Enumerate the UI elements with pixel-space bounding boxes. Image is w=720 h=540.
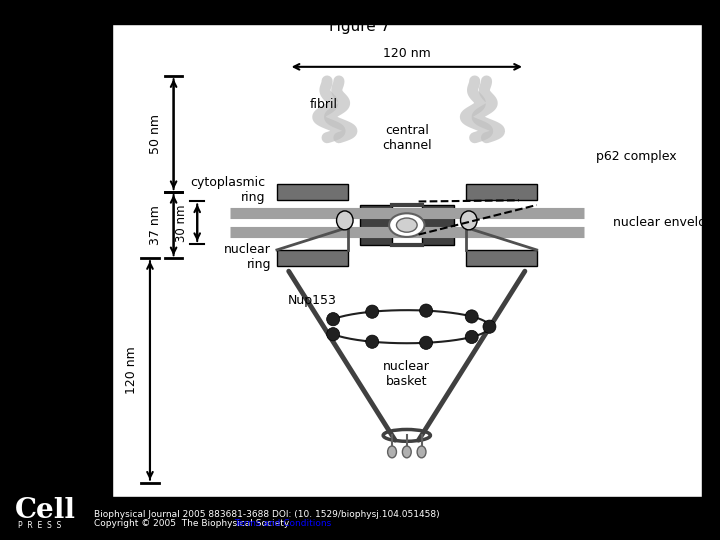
Ellipse shape xyxy=(366,305,379,318)
Ellipse shape xyxy=(420,336,433,349)
Ellipse shape xyxy=(420,304,433,317)
Text: p62 complex: p62 complex xyxy=(595,150,676,163)
Text: 120 nm: 120 nm xyxy=(383,47,431,60)
Text: central
channel: central channel xyxy=(382,124,431,152)
Ellipse shape xyxy=(397,218,417,232)
FancyBboxPatch shape xyxy=(421,205,454,245)
Ellipse shape xyxy=(417,446,426,458)
Ellipse shape xyxy=(402,446,411,458)
Text: Nup153: Nup153 xyxy=(288,294,337,307)
Text: Cell: Cell xyxy=(14,497,76,524)
Text: nuclear envelope: nuclear envelope xyxy=(613,216,720,229)
Text: nuclear
basket: nuclear basket xyxy=(383,360,431,388)
Bar xyxy=(466,250,536,266)
Ellipse shape xyxy=(389,213,425,237)
Bar xyxy=(277,184,348,200)
Text: P  R  E  S  S: P R E S S xyxy=(18,522,61,530)
Text: 37 nm: 37 nm xyxy=(149,205,162,245)
Ellipse shape xyxy=(327,328,340,341)
Ellipse shape xyxy=(327,313,340,326)
Ellipse shape xyxy=(465,330,478,343)
Text: Figure 7: Figure 7 xyxy=(329,19,391,34)
Text: fibril: fibril xyxy=(310,98,338,111)
Ellipse shape xyxy=(461,211,477,230)
Text: 30 nm: 30 nm xyxy=(176,204,189,241)
Text: Copyright © 2005  The Biophysical Society: Copyright © 2005 The Biophysical Society xyxy=(94,519,294,528)
Ellipse shape xyxy=(387,446,397,458)
Ellipse shape xyxy=(336,211,353,230)
Bar xyxy=(466,184,536,200)
FancyBboxPatch shape xyxy=(359,205,392,245)
Ellipse shape xyxy=(366,335,379,348)
Text: nuclear
ring: nuclear ring xyxy=(224,243,271,271)
Text: 120 nm: 120 nm xyxy=(125,347,138,394)
Text: Biophysical Journal 2005 883681-3688 DOI: (10. 1529/biophysj.104.051458): Biophysical Journal 2005 883681-3688 DOI… xyxy=(94,510,439,518)
Text: cytoplasmic
ring: cytoplasmic ring xyxy=(190,176,265,204)
Text: 50 nm: 50 nm xyxy=(149,114,162,154)
Bar xyxy=(277,250,348,266)
Ellipse shape xyxy=(465,310,478,323)
Text: Terms and Conditions: Terms and Conditions xyxy=(234,519,331,528)
Ellipse shape xyxy=(483,320,496,333)
